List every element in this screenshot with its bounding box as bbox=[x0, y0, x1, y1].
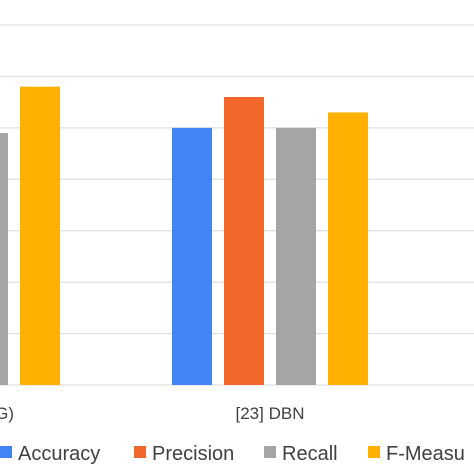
bars bbox=[0, 86, 368, 385]
legend-swatch bbox=[0, 446, 12, 458]
bar-f-measure bbox=[328, 112, 368, 385]
legend-label: Accuracy bbox=[18, 443, 100, 465]
x-tick-label: [23] DBN bbox=[236, 404, 305, 423]
bar-precision bbox=[224, 97, 264, 385]
bar-recall bbox=[276, 127, 316, 385]
legend-swatch bbox=[134, 446, 146, 458]
bar-accuracy bbox=[172, 127, 212, 385]
legend-swatch bbox=[368, 446, 380, 458]
bar-f-measure bbox=[20, 86, 60, 385]
legend-label: Precision bbox=[152, 443, 234, 465]
x-tick-labels: VG) [23] DBN bbox=[0, 404, 304, 423]
legend-swatch bbox=[264, 446, 276, 458]
x-tick-label: VG) bbox=[0, 404, 14, 423]
legend-label: F-Measu bbox=[386, 443, 465, 465]
legend: Accuracy Precision Recall F-Measu bbox=[0, 443, 465, 465]
legend-label: Recall bbox=[282, 443, 338, 465]
bar-recall bbox=[0, 133, 8, 385]
